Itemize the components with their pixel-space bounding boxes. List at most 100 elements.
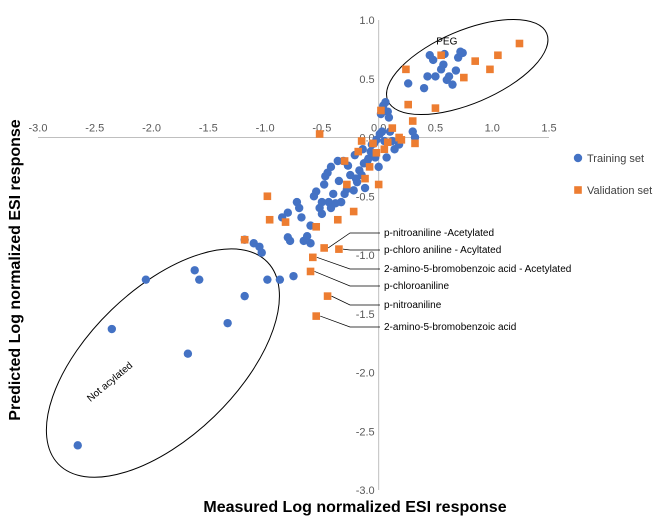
validation-point [312,223,321,231]
annotation-labels: p-nitroaniline -Acetylated p-chloro anili… [384,228,571,333]
validation-point [263,192,272,201]
validation-point [240,235,249,244]
validation-point [369,139,377,148]
validation-point [515,39,524,48]
training-point [319,180,329,189]
training-point [349,186,358,195]
training-point [190,266,199,275]
validation-point [377,106,385,115]
training-point [439,60,448,69]
validation-point [312,312,321,320]
annotation-leader-lines [314,232,380,328]
validation-point [460,73,468,82]
annotation-leader-line [327,232,380,249]
validation-point [404,100,412,109]
y-tick-label: -2.0 [356,368,375,380]
y-tick-label: -3.0 [356,485,375,497]
x-tick-label: 1.0 [485,123,500,135]
training-point [458,48,467,58]
training-point [326,162,336,172]
training-point [73,441,82,450]
validation-point [431,104,440,112]
training-point [297,213,306,222]
training-point [352,177,362,187]
training-point [141,275,151,284]
x-tick-label: -1.5 [199,123,218,135]
training-point [283,208,293,217]
annotation-label: p-chloro aniline - Acyltated [384,245,501,256]
y-tick-label: -1.5 [356,309,375,321]
training-point [377,127,387,136]
y-tick-label: -2.5 [356,426,375,438]
validation-point [361,174,369,183]
group-ellipse [45,248,280,478]
validation-point [265,215,274,224]
validation-point [365,163,374,171]
y-axis-title: Predicted Log normalized ESI response [7,119,24,421]
annotation-label: 2-amino-5-bromobenzoic acid [384,322,516,333]
annotation-leader-line [316,257,380,270]
group-label: PEG [436,37,457,48]
validation-point [320,244,328,252]
training-point [263,275,272,284]
training-point [317,209,327,219]
x-axis-title: Measured Log normalized ESI response [203,499,506,516]
training-point [336,197,346,207]
validation-point [486,65,494,74]
annotation-label: p-chloroaniline [384,281,449,292]
training-point [334,176,344,186]
training-point [289,271,298,281]
legend: Training set Validation set [573,153,652,197]
y-tick-label: -1.0 [356,250,375,262]
validation-point [354,147,363,156]
training-point [364,154,373,163]
training-point [294,203,304,213]
training-point [428,55,438,65]
validation-point [309,253,317,262]
annotation-label: p-nitroaniline -Acetylated [384,228,494,239]
training-point [275,275,285,284]
y-tick-label: -0.5 [356,191,375,203]
training-point [384,113,394,122]
x-tick-label: 0.5 [428,123,443,135]
validation-point [335,245,343,253]
validation-point [306,267,315,276]
legend-marker-training [573,153,583,163]
training-point [223,318,232,328]
training-point [302,232,312,241]
x-tick-label: -2.5 [85,123,104,135]
x-tick-label: -2.0 [142,123,161,135]
group-label: Not acylated [85,360,135,404]
training-point [257,248,266,257]
training-point [423,72,432,81]
validation-point [388,124,397,132]
training-point [285,236,295,246]
annotation-leader-line [320,315,380,328]
x-tick-label: 1.5 [541,123,556,135]
training-point [419,83,429,93]
annotation-label: p-nitroaniline [384,300,442,311]
x-tick-label: -3.0 [29,123,48,135]
data-points [73,39,524,450]
legend-label: Validation set [587,185,652,197]
validation-point [437,51,445,60]
training-point [444,72,454,81]
training-point [381,98,390,107]
training-point [317,197,327,207]
group-ellipses [45,18,549,478]
x-tick-label: -1.0 [256,123,275,135]
validation-point [357,137,366,145]
group-ellipse [386,18,549,116]
validation-point [380,145,389,154]
training-point [374,162,383,172]
training-point [382,153,391,162]
validation-point [411,139,419,148]
x-tick-labels: -3.0 -2.5 -2.0 -1.5 -1.0 -0.5 0.0 0.5 1.0 1.5 [29,123,557,135]
annotation-leader-line [331,295,380,306]
validation-point [281,218,290,226]
validation-point [383,138,392,146]
validation-point [333,215,342,224]
training-point [431,72,440,81]
training-point [240,291,249,301]
